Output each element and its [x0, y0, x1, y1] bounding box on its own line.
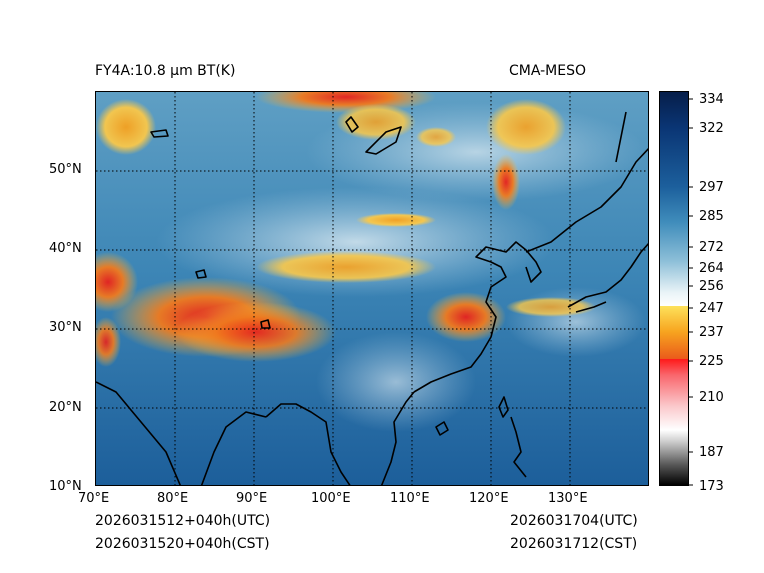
- convective-cloud: [492, 154, 520, 210]
- product-title: FY4A:10.8 µm BT(K): [95, 63, 236, 79]
- colorbar: [659, 91, 689, 486]
- cb-tick-247: 247: [699, 301, 724, 316]
- lon-tick-100: 100°E: [311, 491, 351, 506]
- lon-tick-120: 120°E: [469, 491, 509, 506]
- convective-cloud: [176, 302, 336, 362]
- init-time-cst: 2026031520+040h(CST): [95, 536, 270, 552]
- cb-tick-256: 256: [699, 279, 724, 294]
- lat-tick-10: 10°N: [49, 479, 82, 494]
- cb-tick-334: 334: [699, 92, 724, 107]
- cb-tick-237: 237: [699, 325, 724, 340]
- cb-tick-210: 210: [699, 390, 724, 405]
- convective-cloud: [96, 317, 121, 367]
- model-name: CMA-MESO: [509, 63, 587, 79]
- cb-tick-322: 322: [699, 121, 724, 136]
- lat-tick-20: 20°N: [49, 400, 82, 415]
- cloud-band: [156, 187, 556, 297]
- lon-tick-70: 70°E: [78, 491, 110, 506]
- colorbar-tickmarks: [689, 98, 693, 486]
- cb-tick-264: 264: [699, 261, 724, 276]
- high-cloud: [96, 99, 156, 155]
- lat-tick-30: 30°N: [49, 320, 82, 335]
- convective-cloud: [426, 292, 506, 342]
- high-cloud: [256, 251, 436, 283]
- lat-tick-40: 40°N: [49, 241, 82, 256]
- cloud-band: [316, 332, 476, 432]
- high-cloud: [486, 99, 566, 155]
- cb-tick-225: 225: [699, 354, 724, 369]
- cb-tick-272: 272: [699, 240, 724, 255]
- cb-tick-173: 173: [699, 479, 724, 494]
- lon-tick-110: 110°E: [390, 491, 430, 506]
- cb-tick-297: 297: [699, 180, 724, 195]
- high-cloud: [506, 297, 596, 317]
- high-cloud: [336, 104, 416, 140]
- high-cloud: [356, 213, 436, 227]
- convective-cloud: [96, 252, 138, 312]
- lat-tick-50: 50°N: [49, 162, 82, 177]
- map-canvas: [96, 92, 648, 485]
- cb-tick-285: 285: [699, 209, 724, 224]
- satellite-map: [95, 91, 649, 486]
- high-cloud: [416, 127, 456, 147]
- init-time-utc: 2026031512+040h(UTC): [95, 513, 271, 529]
- valid-time-utc: 2026031704(UTC): [510, 513, 638, 529]
- cloud-band: [506, 287, 646, 357]
- lon-tick-90: 90°E: [236, 491, 268, 506]
- coastlines: [96, 111, 648, 485]
- lon-tick-130: 130°E: [548, 491, 588, 506]
- valid-time-cst: 2026031712(CST): [510, 536, 638, 552]
- colorbar-scale: [660, 92, 688, 485]
- graticule: [96, 92, 648, 485]
- cb-tick-187: 187: [699, 445, 724, 460]
- lon-tick-80: 80°E: [157, 491, 189, 506]
